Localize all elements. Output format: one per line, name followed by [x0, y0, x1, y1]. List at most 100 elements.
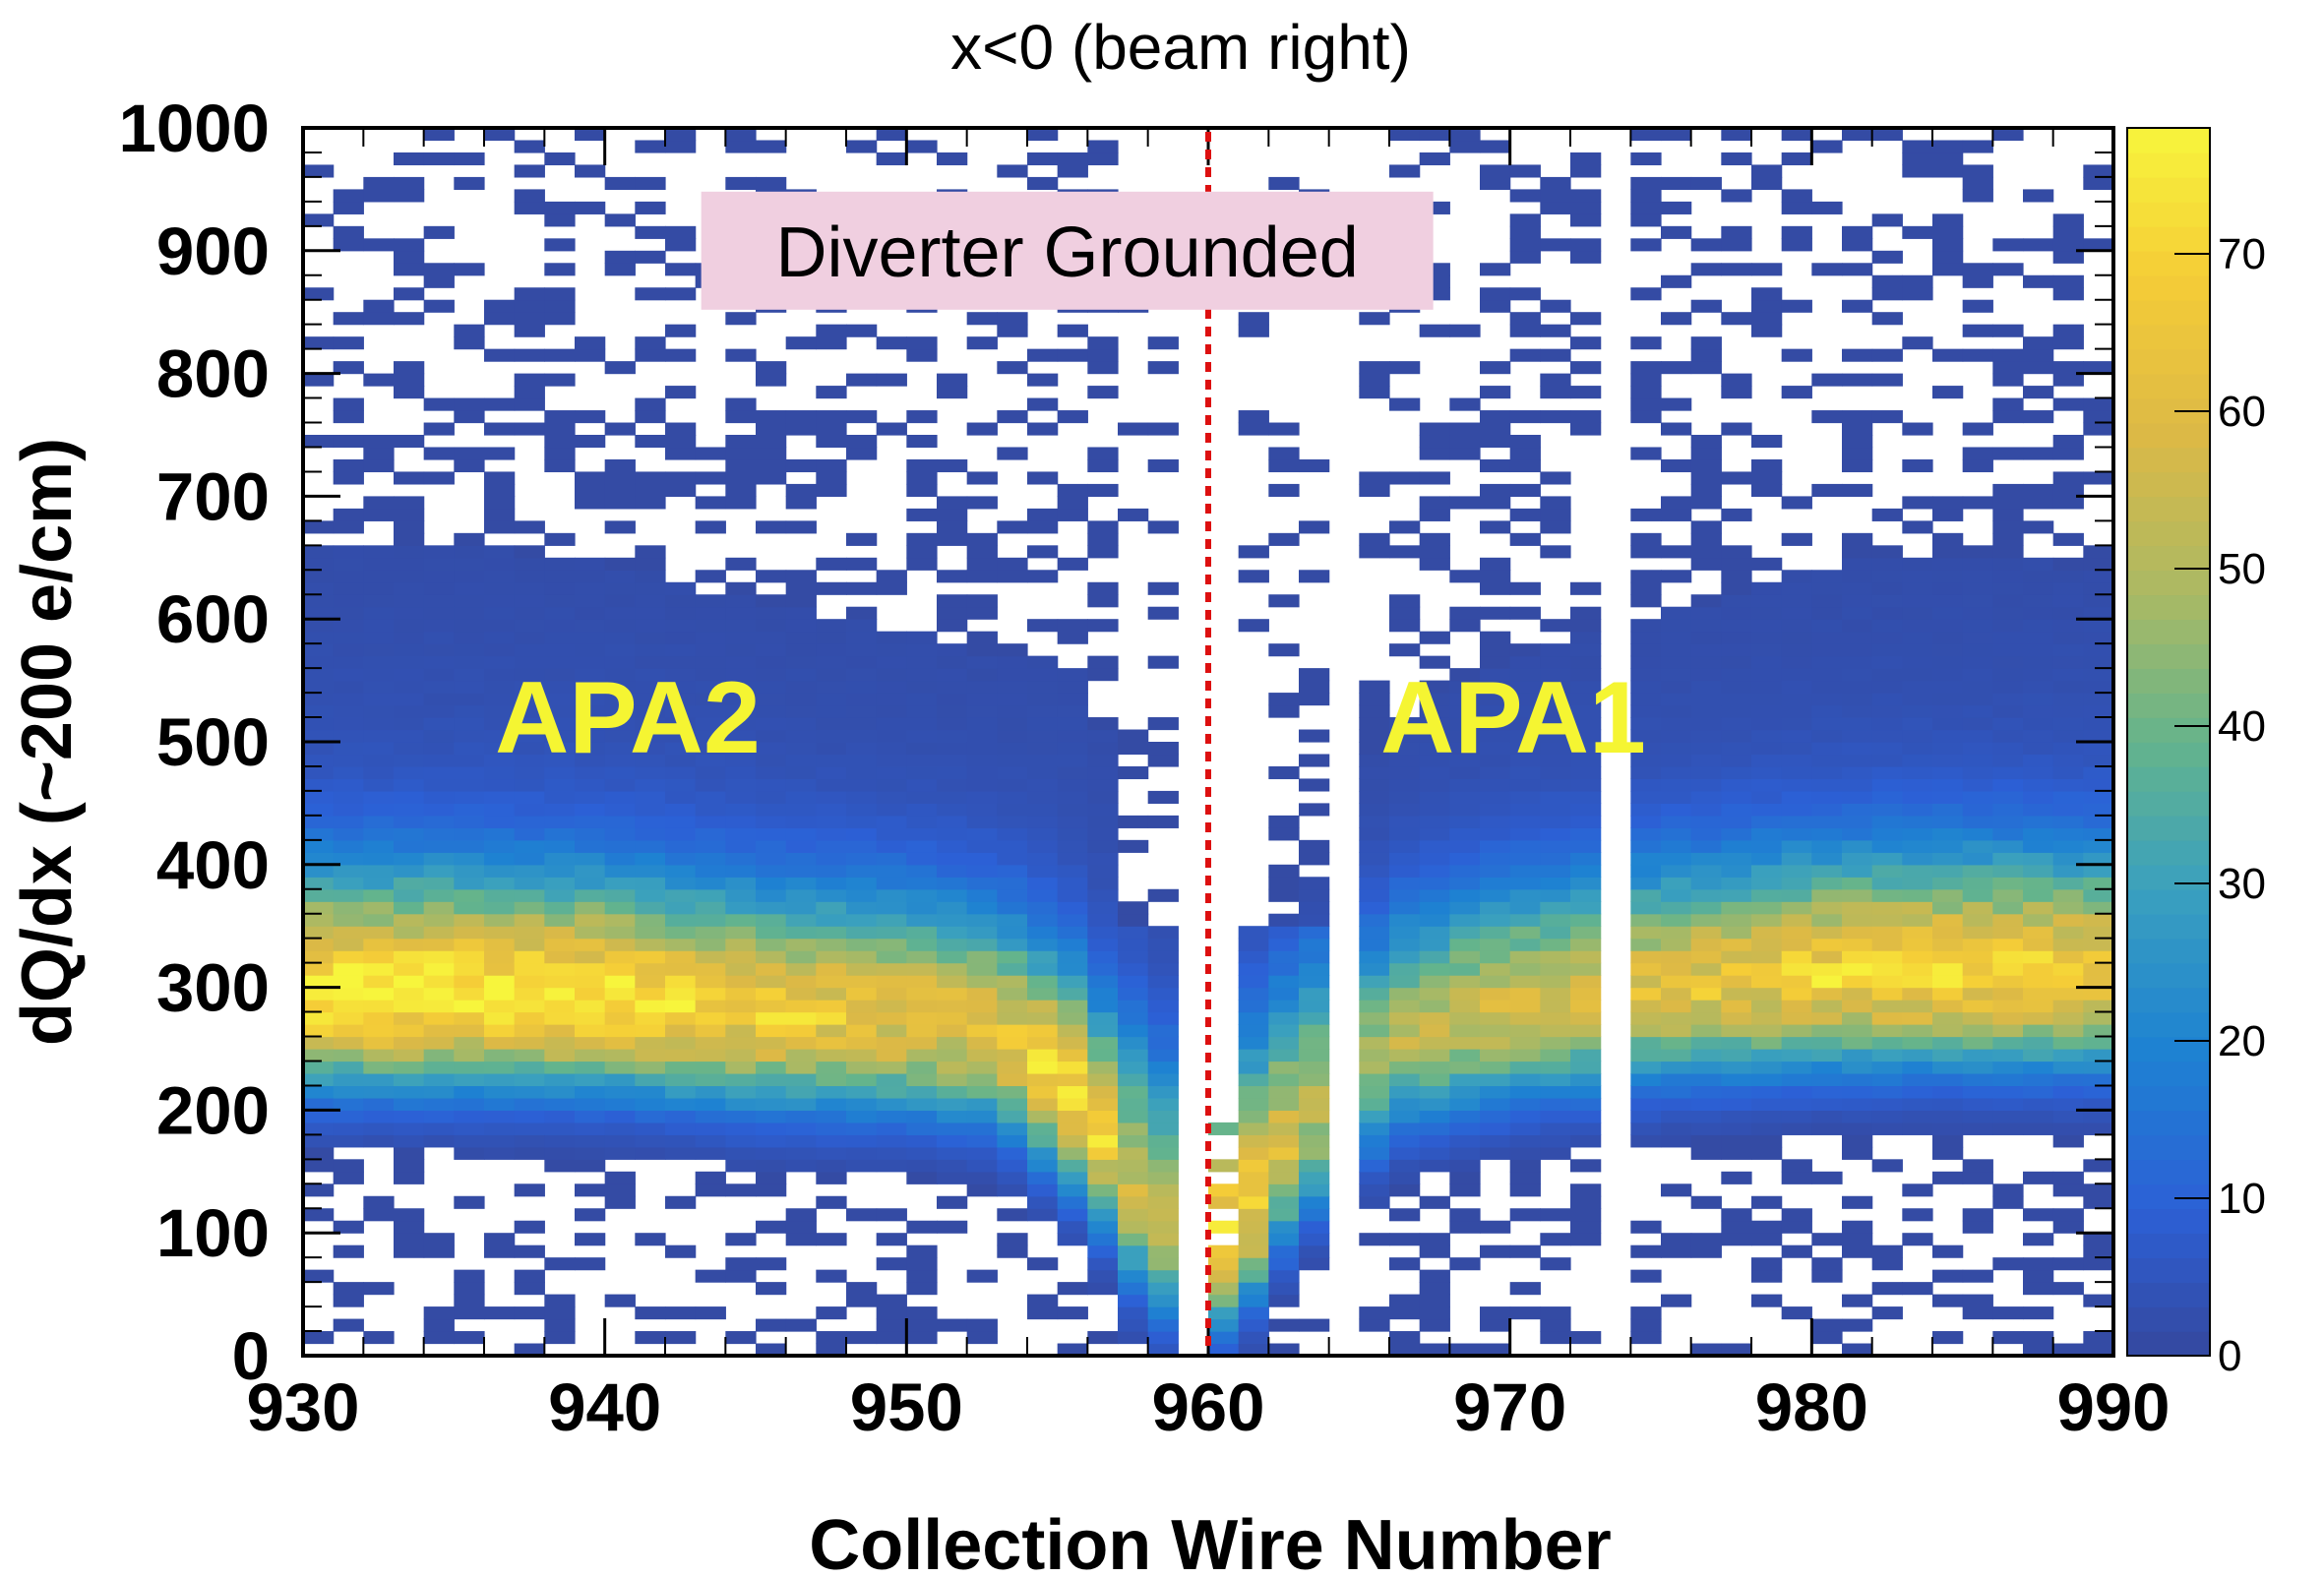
heatmap-cell: [514, 1085, 545, 1099]
heatmap-cell: [1721, 1024, 1752, 1038]
heatmap-cell: [1238, 1072, 1269, 1087]
heatmap-cell: [695, 717, 726, 731]
heatmap-cell: [1299, 680, 1330, 694]
heatmap-cell: [1962, 1000, 1993, 1013]
heatmap-cell: [1449, 790, 1481, 804]
heatmap-cell: [1087, 1049, 1119, 1062]
heatmap-cell: [635, 803, 666, 817]
heatmap-cell: [1902, 1097, 1933, 1111]
colorbar-segment: [2127, 913, 2210, 940]
heatmap-cell: [1570, 631, 1602, 644]
heatmap-cell: [1238, 1294, 1269, 1307]
heatmap-cell: [1751, 1233, 1783, 1246]
heatmap-cell: [484, 570, 516, 583]
heatmap-cell: [1087, 520, 1119, 534]
heatmap-cell: [906, 790, 938, 804]
heatmap-cell: [1540, 1049, 1571, 1062]
heatmap-cell: [423, 1036, 455, 1050]
heatmap-cell: [1268, 1061, 1300, 1074]
heatmap-cell: [1419, 704, 1450, 718]
heatmap-cell: [2052, 778, 2084, 792]
heatmap-cell: [604, 754, 636, 767]
heatmap-cell: [1661, 655, 1692, 669]
heatmap-cell: [1932, 532, 1964, 546]
heatmap-cell: [2083, 1159, 2114, 1173]
heatmap-cell: [303, 1085, 335, 1099]
heatmap-cell: [1661, 839, 1692, 853]
heatmap-cell: [1359, 790, 1390, 804]
heatmap-cell: [1690, 852, 1722, 866]
heatmap-cell: [1661, 913, 1692, 927]
heatmap-cell: [665, 631, 697, 644]
heatmap-cell: [1570, 1024, 1602, 1038]
heatmap-cell: [1781, 225, 1812, 239]
heatmap-cell: [1449, 1134, 1481, 1148]
heatmap-cell: [937, 852, 968, 866]
heatmap-cell: [1480, 1122, 1511, 1135]
heatmap-cell: [1962, 790, 1993, 804]
heatmap-cell: [604, 962, 636, 976]
heatmap-cell: [725, 742, 757, 756]
heatmap-cell: [2023, 1085, 2054, 1099]
heatmap-cell: [1389, 1146, 1421, 1160]
heatmap-cell: [514, 877, 545, 890]
heatmap-cell: [1811, 1000, 1843, 1013]
heatmap-cell: [966, 594, 998, 608]
heatmap-cell: [1389, 1085, 1421, 1099]
heatmap-cell: [544, 839, 576, 853]
heatmap-cell: [635, 471, 666, 485]
heatmap-cell: [333, 803, 364, 817]
heatmap-cell: [333, 938, 364, 951]
heatmap-cell: [1721, 790, 1752, 804]
heatmap-cell: [1509, 913, 1541, 927]
heatmap-cell: [906, 742, 938, 756]
heatmap-cell: [1389, 1000, 1421, 1013]
heatmap-cell: [2023, 668, 2054, 682]
heatmap-cell: [997, 1171, 1028, 1184]
heatmap-cell: [1087, 962, 1119, 976]
heatmap-cell: [363, 839, 395, 853]
heatmap-cell: [1118, 901, 1149, 915]
heatmap-cell: [1842, 938, 1873, 951]
heatmap-cell: [1118, 1318, 1149, 1332]
heatmap-cell: [1299, 962, 1330, 976]
heatmap-cell: [454, 557, 485, 571]
heatmap-cell: [1690, 962, 1722, 976]
heatmap-cell: [725, 619, 757, 633]
heatmap-cell: [1449, 619, 1481, 633]
heatmap-cell: [514, 594, 545, 608]
heatmap-cell: [1811, 1097, 1843, 1111]
heatmap-cell: [1480, 176, 1511, 190]
heatmap-cell: [1721, 312, 1752, 326]
heatmap-cell: [1811, 1171, 1843, 1184]
heatmap-cell: [1902, 152, 1933, 166]
heatmap-cell: [1690, 557, 1722, 571]
heatmap-cell: [2083, 655, 2114, 669]
heatmap-cell: [2052, 557, 2084, 571]
heatmap-cell: [635, 557, 666, 571]
heatmap-cell: [1630, 447, 1662, 460]
heatmap-cell: [1781, 606, 1812, 620]
heatmap-cell: [514, 950, 545, 964]
heatmap-cell: [1751, 1257, 1783, 1271]
heatmap-cell: [1630, 287, 1662, 301]
heatmap-cell: [1871, 1049, 1903, 1062]
heatmap-cell: [2052, 815, 2084, 828]
heatmap-cell: [394, 668, 425, 682]
heatmap-cell: [1661, 1024, 1692, 1038]
heatmap-cell: [2023, 754, 2054, 767]
heatmap-cell: [876, 1097, 907, 1111]
heatmap-cell: [1208, 1294, 1240, 1307]
heatmap-cell: [1480, 754, 1511, 767]
heatmap-cell: [604, 1061, 636, 1074]
heatmap-cell: [333, 901, 364, 915]
heatmap-cell: [695, 864, 726, 878]
heatmap-cell: [394, 827, 425, 841]
heatmap-cell: [997, 1122, 1028, 1135]
heatmap-cell: [1570, 152, 1602, 166]
heatmap-cell: [1449, 975, 1481, 989]
heatmap-cell: [1661, 545, 1692, 559]
heatmap-cell: [1842, 803, 1873, 817]
heatmap-cell: [876, 693, 907, 706]
heatmap-cell: [484, 913, 516, 927]
